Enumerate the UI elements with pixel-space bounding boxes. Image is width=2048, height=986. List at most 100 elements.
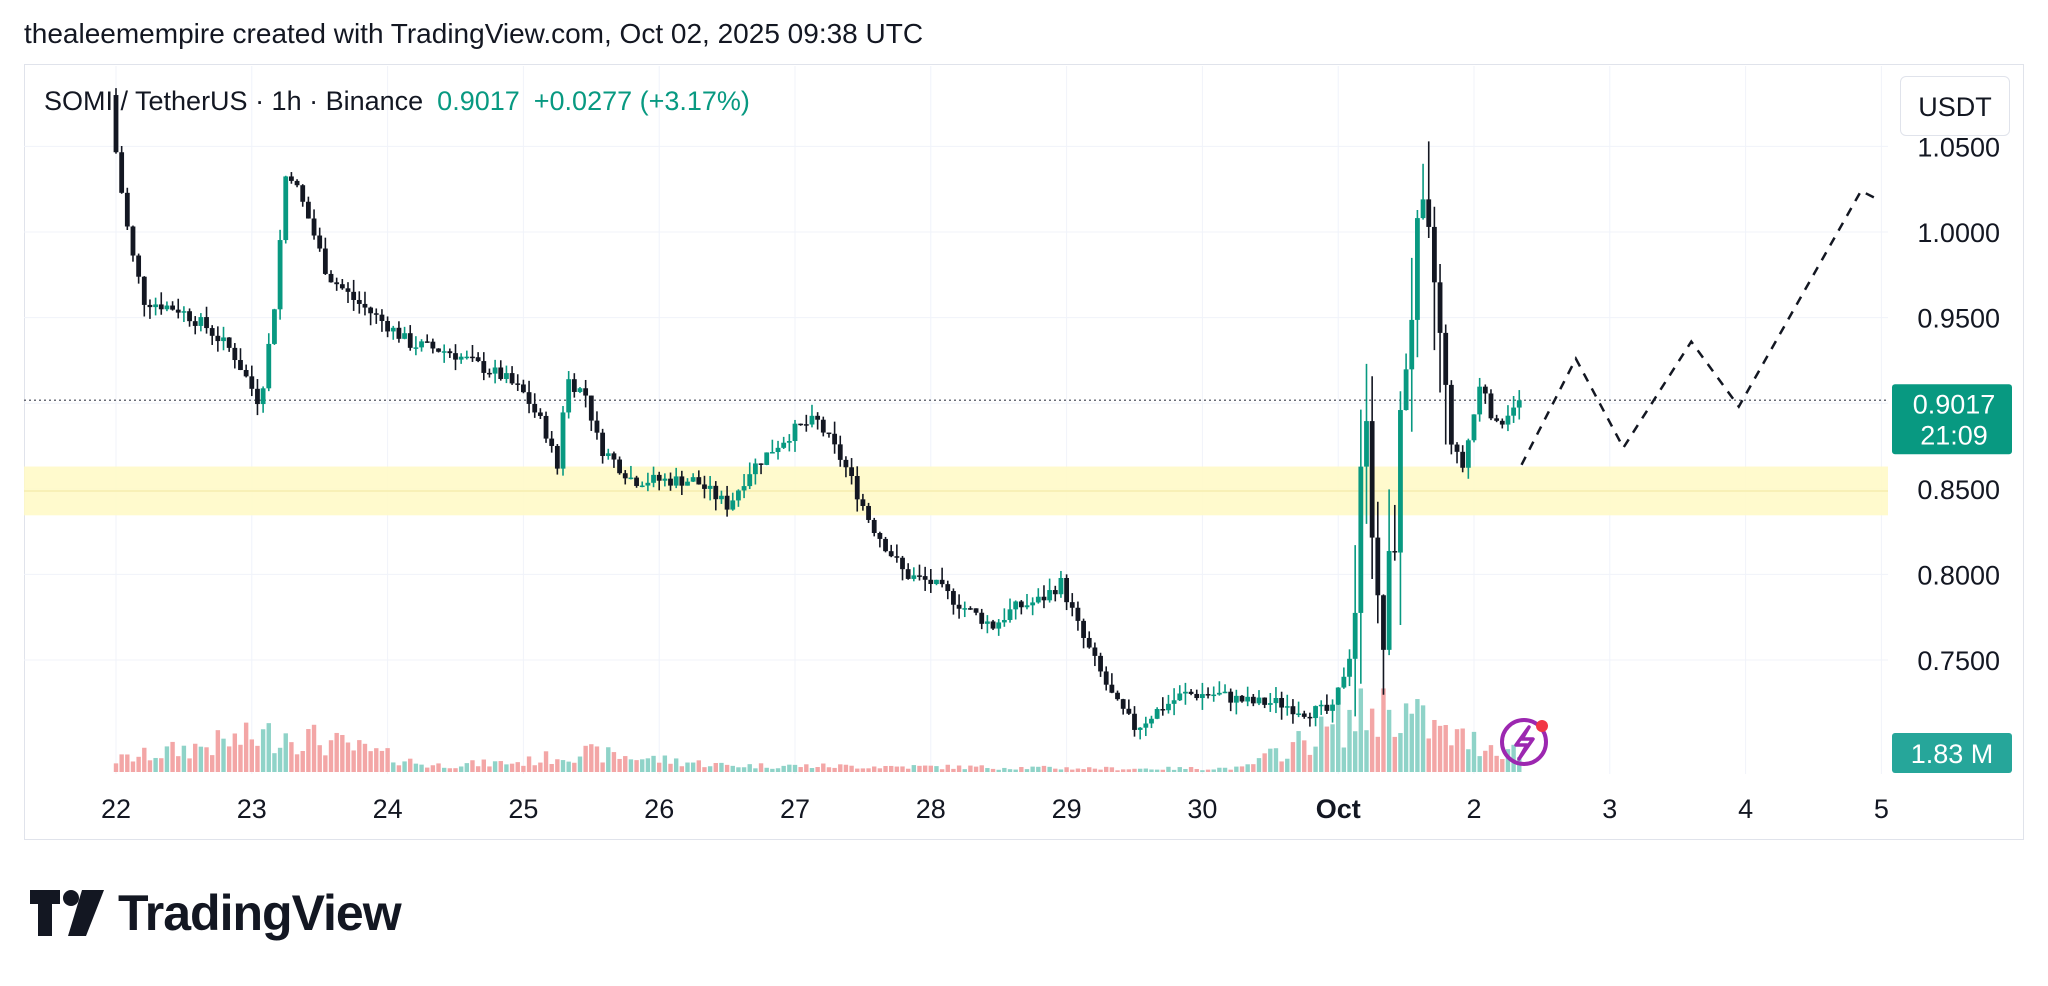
- volume-bar: [1449, 745, 1453, 772]
- time-tick-label: Oct: [1316, 794, 1361, 824]
- candle-body: [170, 306, 175, 310]
- volume-bar: [210, 755, 214, 772]
- volume-bar: [844, 765, 848, 772]
- candle-body: [906, 569, 911, 579]
- volume-bar: [272, 753, 276, 772]
- candle-body: [770, 452, 775, 454]
- candle-body: [1477, 387, 1482, 415]
- candle-body: [979, 613, 984, 624]
- candle-body: [295, 181, 300, 185]
- volume-bar: [1234, 767, 1238, 772]
- volume-bar: [1404, 703, 1408, 772]
- volume-bar: [516, 762, 520, 772]
- candle-body: [249, 376, 254, 388]
- volume-bar: [148, 760, 152, 772]
- price-tick-label: 0.9500: [1917, 304, 2000, 334]
- candle-body: [1155, 709, 1160, 719]
- volume-bar: [787, 765, 791, 772]
- candle-body: [1319, 705, 1324, 707]
- volume-bar: [1494, 756, 1498, 772]
- volume-bar: [821, 764, 825, 772]
- volume-bar: [957, 766, 961, 772]
- candle-body: [532, 404, 537, 413]
- candle-body: [945, 584, 950, 591]
- volume-bar: [431, 765, 435, 772]
- candle-body: [1285, 706, 1290, 708]
- candle-body: [578, 388, 583, 392]
- candle-body: [306, 202, 311, 219]
- candle-body: [1217, 693, 1222, 695]
- time-tick-label: 29: [1052, 794, 1082, 824]
- volume-bar: [1387, 710, 1391, 772]
- candle-body: [1398, 410, 1403, 553]
- volume-bar: [391, 762, 395, 772]
- volume-bar: [832, 768, 836, 772]
- candle-body: [317, 236, 322, 249]
- candle-body: [776, 448, 781, 452]
- volume-bar: [640, 759, 644, 772]
- candle-body: [555, 446, 560, 469]
- time-tick-label: 2: [1466, 794, 1481, 824]
- volume-bar: [1223, 768, 1227, 772]
- volume-bar: [1240, 766, 1244, 772]
- symbol-info[interactable]: SOMI / TetherUS · 1h · Binance: [44, 86, 423, 116]
- volume-bar: [238, 745, 242, 772]
- volume-bar: [1302, 740, 1306, 772]
- volume-bar: [1466, 749, 1470, 772]
- candle-body: [430, 342, 435, 349]
- candle-body: [1426, 199, 1431, 227]
- volume-bar: [419, 765, 423, 772]
- volume-bar: [533, 765, 537, 772]
- volume-bar: [1161, 770, 1165, 772]
- volume-bar: [646, 758, 650, 772]
- candle-body: [1404, 369, 1409, 410]
- volume-bar: [912, 765, 916, 772]
- candle-body: [974, 608, 979, 612]
- volume-bar: [736, 767, 740, 772]
- candle-body: [481, 361, 486, 373]
- candle-body: [232, 348, 237, 360]
- volume-bar: [397, 765, 401, 772]
- candle-body: [861, 499, 866, 506]
- candle-body: [606, 453, 611, 456]
- volume-bar: [1172, 770, 1176, 772]
- volume-bar: [1477, 756, 1481, 772]
- volume-bar: [1070, 770, 1074, 772]
- volume-bar: [651, 756, 655, 772]
- volume-bar: [668, 764, 672, 772]
- candle-body: [470, 357, 475, 359]
- currency-button[interactable]: USDT: [1900, 76, 2010, 136]
- flash-icon[interactable]: [1502, 720, 1548, 764]
- volume-bar: [1047, 767, 1051, 772]
- volume-bar: [453, 768, 457, 772]
- volume-bar: [527, 756, 531, 772]
- candle-body: [662, 479, 667, 481]
- candle-body: [894, 556, 899, 558]
- volume-bar: [1415, 699, 1419, 772]
- legend-change: +0.0277 (+3.17%): [534, 86, 750, 116]
- volume-bar: [606, 747, 610, 772]
- volume-bar: [1019, 767, 1023, 772]
- volume-bar: [504, 764, 508, 772]
- volume-bar: [340, 735, 344, 772]
- candle-body: [165, 306, 170, 310]
- volume-bar: [176, 756, 180, 772]
- candle-body: [544, 416, 549, 439]
- volume-bar: [1336, 704, 1340, 772]
- volume-bar: [742, 767, 746, 772]
- candle-body: [368, 308, 373, 314]
- candle-body: [289, 176, 294, 180]
- volume-bar: [187, 758, 191, 772]
- volume-bar: [1149, 769, 1153, 772]
- candle-body: [1358, 467, 1363, 613]
- candle-body: [442, 351, 447, 353]
- candle-body: [1087, 638, 1092, 648]
- candle-body: [1030, 602, 1035, 605]
- volume-bar: [1138, 769, 1142, 772]
- volume-bar: [125, 754, 129, 772]
- volume-bar: [895, 767, 899, 772]
- volume-bar: [289, 742, 293, 772]
- volume-bar: [1393, 737, 1397, 772]
- volume-bar: [153, 758, 157, 772]
